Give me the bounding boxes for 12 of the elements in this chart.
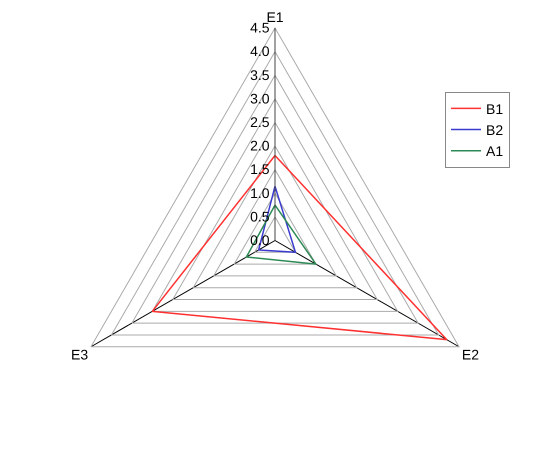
- y-tick-label: 3.0: [250, 90, 270, 106]
- y-tick-label: 3.5: [250, 66, 270, 83]
- y-tick-label: 2.5: [250, 114, 270, 130]
- legend-label: B2: [486, 122, 504, 138]
- y-tick-label: 1.0: [250, 184, 270, 201]
- spoke-label: E2: [462, 346, 480, 363]
- legend-label: B1: [486, 100, 504, 117]
- spoke-label: E1: [266, 8, 284, 25]
- spoke-label: E3: [70, 346, 88, 363]
- y-tick-label: 4.0: [250, 43, 270, 60]
- legend-label: A1: [486, 143, 504, 160]
- y-tick-label: 2.0: [250, 138, 270, 154]
